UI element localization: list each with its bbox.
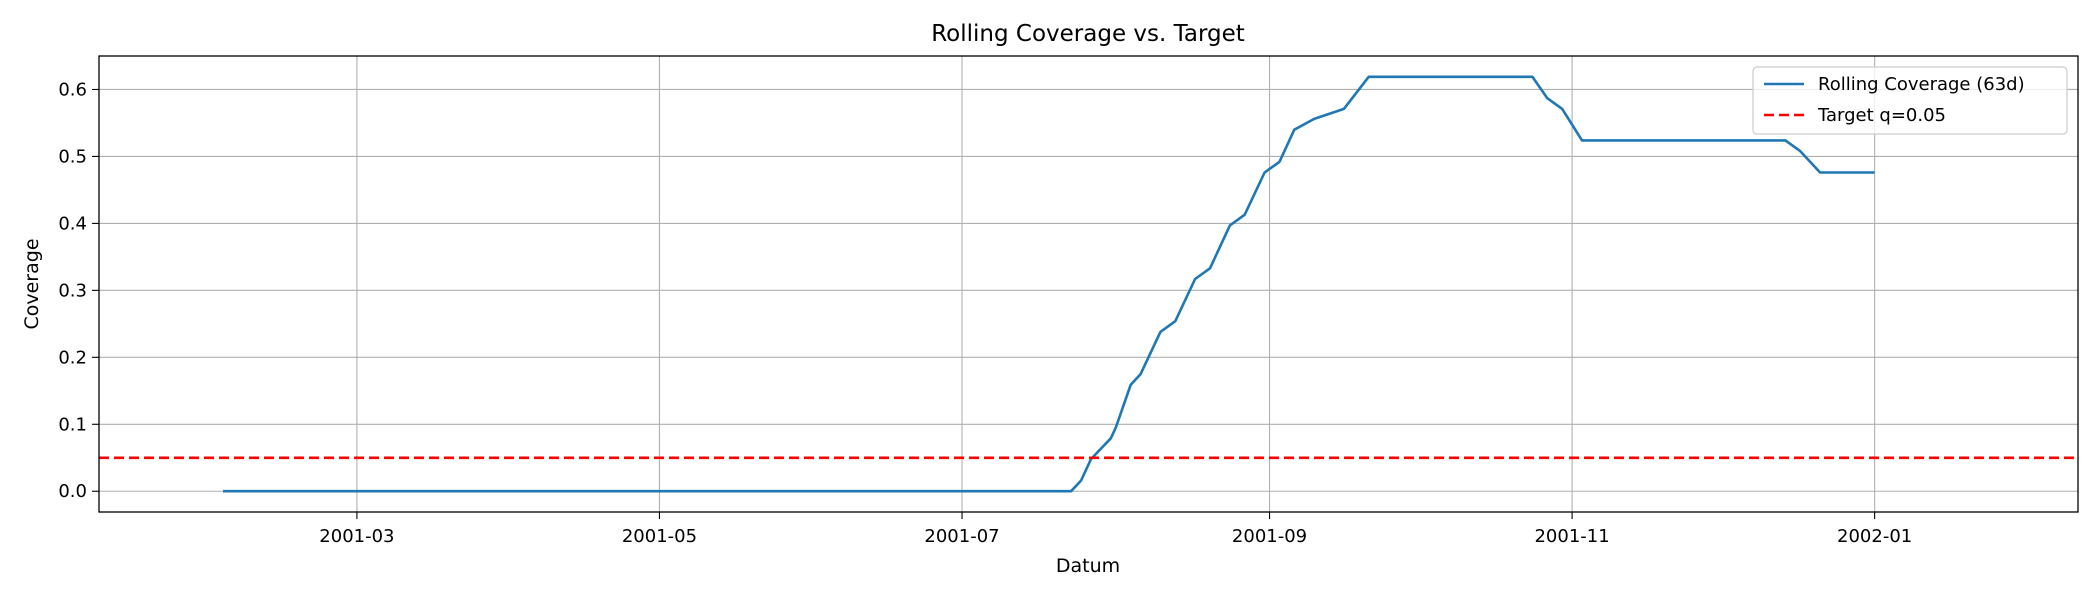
axis-ticks: 2001-03 2001-05 2001-07 2001-09 2001-11 2002-… — [58, 79, 1912, 547]
x-tick-label: 2001-09 — [1232, 526, 1307, 547]
legend: Rolling Coverage (63d) Target q=0.05 — [1752, 66, 2068, 135]
chart-title: Rolling Coverage vs. Target — [931, 21, 1245, 47]
legend-label: Target q=0.05 — [1817, 105, 1946, 126]
rolling-coverage-line — [223, 75, 1875, 493]
x-tick-label: 2001-07 — [924, 526, 999, 547]
plot-frame — [98, 55, 2079, 513]
x-tick-label: 2001-05 — [622, 526, 697, 547]
x-axis-label: Datum — [1056, 555, 1120, 577]
x-tick-label: 2002-01 — [1837, 526, 1912, 547]
legend-label: Rolling Coverage (63d) — [1818, 74, 2025, 95]
legend-box — [1752, 66, 2068, 135]
y-tick-label: 0.2 — [58, 347, 87, 368]
y-tick-label: 0.0 — [58, 481, 87, 502]
y-tick-label: 0.6 — [58, 79, 87, 100]
y-tick-label: 0.5 — [58, 146, 87, 167]
x-tick-label: 2001-03 — [319, 526, 394, 547]
y-tick-label: 0.3 — [58, 280, 87, 301]
y-tick-label: 0.1 — [58, 414, 87, 435]
y-axis-label: Coverage — [21, 238, 43, 329]
grid-lines — [99, 56, 2078, 512]
y-tick-label: 0.4 — [58, 213, 87, 234]
x-tick-label: 2001-11 — [1534, 526, 1609, 547]
series-layer — [99, 75, 2078, 493]
